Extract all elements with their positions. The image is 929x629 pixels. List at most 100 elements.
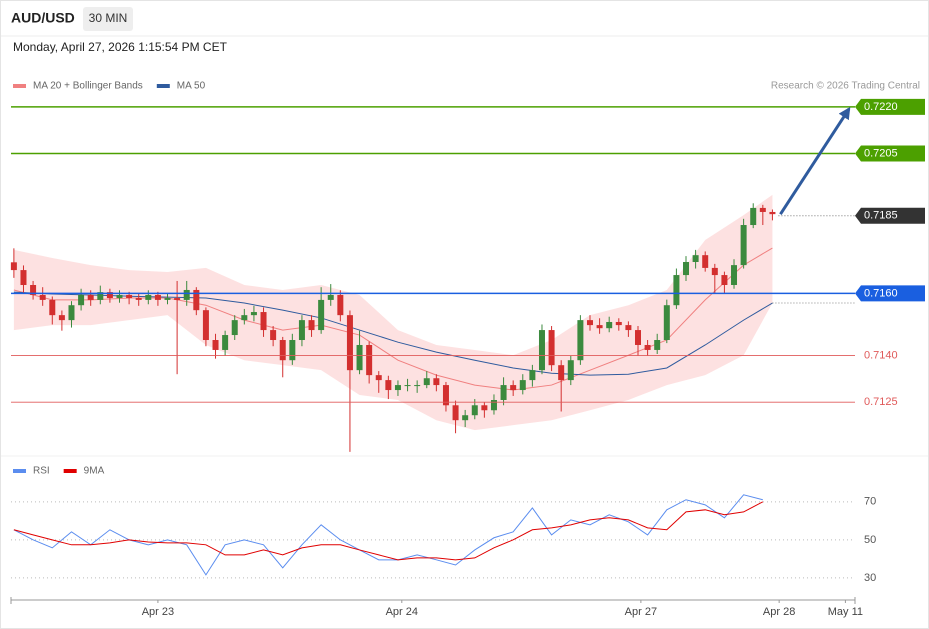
candle-body — [577, 320, 584, 361]
x-tick-label: Apr 28 — [763, 606, 795, 618]
candle-body — [106, 292, 113, 299]
credit: Research © 2026 Trading Central — [771, 81, 920, 92]
candle-body — [567, 360, 574, 381]
candle-body — [654, 340, 661, 350]
candle-body — [538, 330, 545, 371]
candle-body — [39, 294, 46, 300]
candle-body — [298, 320, 305, 341]
candle-body — [10, 262, 17, 271]
legend-label: RSI — [33, 466, 50, 477]
candle-body — [615, 321, 622, 326]
moving-average — [13, 291, 773, 376]
candle-body — [634, 330, 641, 345]
interval[interactable]: 30 MIN — [89, 11, 128, 25]
candle-body — [366, 344, 373, 376]
candle-body — [250, 312, 257, 316]
candle-body — [663, 305, 670, 341]
candle-body — [519, 380, 526, 391]
y-tick-label: 70 — [864, 496, 876, 508]
candle-body — [711, 267, 718, 276]
legend-label: MA 50 — [177, 81, 206, 92]
level-badge — [855, 98, 925, 115]
candle-body — [596, 325, 603, 329]
candle-body — [260, 312, 267, 331]
candle-body — [692, 255, 699, 263]
candle-body — [97, 292, 104, 300]
candle-body — [212, 340, 219, 350]
indicator-line — [13, 501, 764, 561]
candle-body — [154, 294, 161, 300]
level-label: 0.7185 — [864, 210, 898, 222]
candle-body — [414, 385, 421, 387]
interval-chip[interactable] — [83, 7, 133, 31]
level-label: 0.7205 — [864, 147, 898, 159]
level-label: 0.7160 — [864, 287, 898, 299]
candle-body — [126, 294, 133, 299]
candle-body — [346, 315, 353, 371]
candle-body — [385, 380, 392, 391]
moving-average — [13, 247, 773, 391]
candle-body — [30, 285, 37, 295]
candle-body — [510, 385, 517, 391]
candle-body — [58, 315, 65, 321]
candle-body — [279, 340, 286, 361]
level-badge — [855, 207, 925, 224]
level-badge — [855, 285, 925, 302]
candle-body — [625, 325, 632, 331]
candle-body — [394, 385, 401, 391]
candle-body — [164, 298, 171, 300]
legend-swatch — [13, 84, 26, 88]
candle-body — [702, 255, 709, 268]
candle-body — [356, 344, 363, 371]
candle-body — [222, 335, 229, 350]
candle-body — [375, 375, 382, 381]
candle-body — [202, 310, 209, 341]
candle-body — [183, 289, 190, 300]
timestamp: Monday, April 27, 2026 1:15:54 PM CET — [13, 40, 228, 54]
candle-body — [452, 405, 459, 421]
candle-body — [548, 330, 555, 366]
candle-body — [462, 415, 469, 421]
candle-body — [500, 385, 507, 400]
y-tick-label: 30 — [864, 572, 876, 584]
forecast-arrow — [779, 106, 851, 215]
candle-body — [78, 294, 85, 306]
candle-body — [683, 262, 690, 276]
candle-body — [721, 275, 728, 286]
candle-body — [481, 405, 488, 411]
candle-body — [769, 211, 776, 215]
candle-body — [471, 405, 478, 416]
bollinger-band — [13, 194, 773, 431]
candle-body — [404, 385, 411, 387]
legend-swatch — [156, 84, 170, 88]
candle-body — [318, 299, 325, 331]
candle-body — [270, 330, 277, 341]
legend-label: 9MA — [84, 466, 105, 477]
candle-body — [327, 294, 334, 300]
x-tick-label: Apr 27 — [625, 606, 657, 618]
candle-body — [116, 294, 123, 299]
level-label: 0.7125 — [864, 396, 898, 408]
legend-swatch — [13, 469, 26, 473]
level-label: 0.7220 — [864, 101, 898, 113]
candle-body — [423, 378, 430, 386]
x-tick-label: Apr 23 — [142, 606, 174, 618]
candle-body — [193, 289, 200, 311]
candle-body — [87, 294, 94, 300]
legend-label: MA 20 + Bollinger Bands — [33, 81, 143, 92]
candle-body — [433, 378, 440, 386]
candle-body — [174, 298, 181, 300]
candle-body — [731, 265, 738, 286]
candle-body — [740, 225, 747, 266]
candle-body — [68, 305, 75, 321]
candle-body — [586, 320, 593, 326]
candle-body — [135, 298, 142, 300]
candle-body — [145, 294, 152, 300]
level-label: 0.7140 — [864, 349, 898, 361]
candle-body — [606, 321, 613, 329]
symbol: AUD/USD — [11, 10, 75, 26]
legend-swatch — [63, 469, 77, 473]
candle-body — [20, 270, 27, 286]
y-tick-label: 50 — [864, 534, 876, 546]
